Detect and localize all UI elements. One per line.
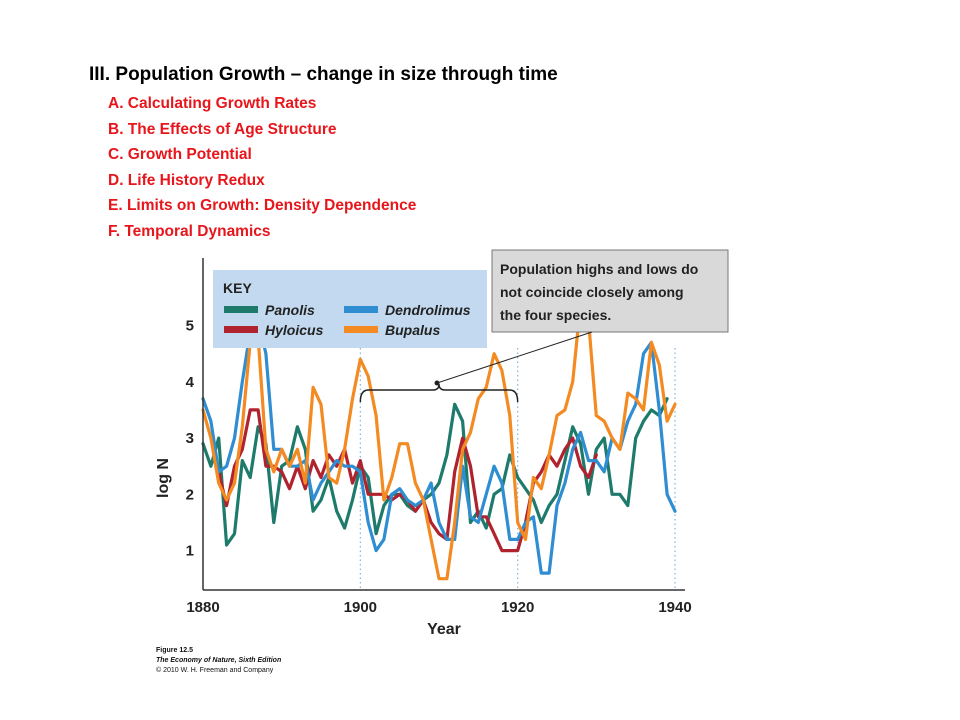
series-layer: [201, 301, 677, 581]
annotation-pointer: [436, 331, 593, 384]
x-tick-label-1920: 1920: [501, 599, 534, 616]
outline-item-b: B. The Effects of Age Structure: [108, 120, 337, 138]
y-tick-label-1: 1: [186, 543, 194, 560]
topic-outline: A. Calculating Growth Rates B. The Effec…: [108, 93, 416, 247]
x-tick-label-1940: 1940: [658, 599, 691, 616]
outline-item-d: D. Life History Redux: [108, 171, 265, 189]
legend-title: KEY: [223, 280, 252, 296]
axes: [202, 258, 685, 591]
annotation-bracket: [359, 383, 519, 403]
figure-caption: Figure 12.5 The Economy of Nature, Sixth…: [156, 646, 281, 676]
tick-labels: 1880 1900 1920 1940 1 2 3 4 5: [186, 318, 692, 616]
y-tick-label-5: 5: [186, 318, 194, 335]
figure-book: The Economy of Nature, Sixth Edition: [156, 657, 282, 664]
series-line-panolis: [201, 397, 669, 547]
grid-lines: [359, 348, 676, 590]
figure-label: Figure 12.5: [156, 647, 193, 654]
slide-title: III. Population Growth – change in size …: [89, 64, 558, 85]
legend-label-hyloicus: Hyloicus: [265, 322, 324, 338]
y-tick-label-4: 4: [186, 374, 195, 391]
outline-item-f: F. Temporal Dynamics: [108, 222, 271, 240]
legend: KEY Panolis Hyloicus Dendrolimus Bupalus: [213, 270, 487, 348]
annotation-text: Population highs and lows do not coincid…: [500, 261, 702, 323]
legend-swatch-hyloicus: [224, 326, 258, 333]
legend-swatch-panolis: [224, 306, 258, 313]
legend-label-bupalus: Bupalus: [385, 322, 440, 338]
y-tick-label-3: 3: [186, 430, 194, 447]
legend-swatch-bupalus: [344, 326, 378, 333]
legend-label-panolis: Panolis: [265, 302, 315, 318]
annotation: Population highs and lows do not coincid…: [359, 249, 729, 403]
series-line-hyloicus: [217, 408, 598, 553]
outline-item-a: A. Calculating Growth Rates: [108, 95, 317, 112]
figure-copyright: © 2010 W. H. Freeman and Company: [156, 667, 274, 674]
y-tick-label-2: 2: [186, 486, 194, 503]
x-tick-label-1900: 1900: [344, 599, 377, 616]
x-axis-label: Year: [427, 621, 461, 638]
annotation-box: [491, 249, 729, 333]
series-line-bupalus: [201, 301, 677, 581]
outline-item-c: C. Growth Potential: [108, 146, 252, 164]
y-axis-label: log N: [155, 458, 172, 498]
legend-label-dendrolimus: Dendrolimus: [385, 302, 471, 318]
x-tick-label-1880: 1880: [186, 599, 219, 616]
legend-swatch-dendrolimus: [344, 306, 378, 313]
outline-item-e: E. Limits on Growth: Density Dependence: [108, 197, 417, 215]
